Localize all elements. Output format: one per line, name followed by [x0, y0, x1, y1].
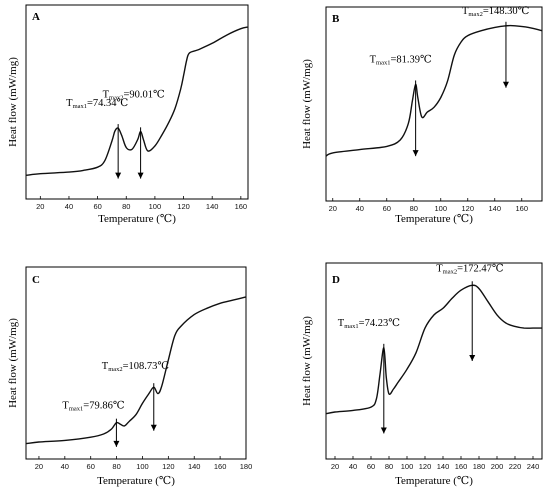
- x-tick-label: 20: [331, 462, 339, 471]
- x-tick-label: 240: [527, 462, 540, 471]
- x-tick-label: 140: [188, 462, 201, 471]
- plot-frame: [25, 266, 247, 460]
- arrow-head: [150, 424, 157, 431]
- panel-b-chart: B Heat flow (mW/mg) Temperature (℃) 20 40…: [301, 6, 543, 225]
- panel-d-chart: D Heat flow (mW/mg) Temperature (℃) 20 40…: [301, 262, 543, 487]
- y-axis-label: Heat flow (mW/mg): [7, 57, 19, 147]
- x-tick-label: 100: [136, 462, 149, 471]
- plot-frame: [325, 6, 543, 202]
- peak-label: Tmax2=172.47℃: [436, 263, 504, 275]
- y-axis-label: Heat flow (mW/mg): [301, 59, 313, 149]
- panel-c-chart: C Heat flow (mW/mg) Temperature (℃) 20 40…: [7, 266, 252, 487]
- plot-frame: [325, 262, 543, 460]
- heat-flow-curve: [325, 284, 542, 415]
- x-tick-label: 140: [488, 204, 501, 213]
- panel-label: A: [32, 11, 40, 23]
- x-tick-label: 20: [329, 204, 337, 213]
- peak-label: Tmax1=74.34℃: [66, 98, 128, 110]
- peak-label: Tmax1=74.23℃: [338, 318, 400, 330]
- arrow-head: [380, 427, 387, 434]
- x-tick-label: 120: [162, 462, 175, 471]
- x-tick-label: 160: [235, 202, 248, 211]
- x-tick-label: 40: [65, 202, 73, 211]
- panel-label: B: [332, 13, 340, 25]
- annotations: Tmax1=79.86℃ Tmax2=108.73℃: [62, 361, 169, 447]
- x-tick-label: 100: [149, 202, 162, 211]
- panel-label: C: [32, 274, 40, 286]
- peak-label: Tmax2=148.30℃: [462, 6, 530, 18]
- x-tick-label: 40: [356, 204, 364, 213]
- x-tick-label: 100: [434, 204, 447, 213]
- x-axis-label: Temperature (℃): [395, 475, 473, 487]
- y-axis-label: Heat flow (mW/mg): [301, 316, 313, 406]
- x-tick-label: 220: [509, 462, 522, 471]
- x-tick-label: 100: [401, 462, 414, 471]
- x-tick-label: 160: [515, 204, 528, 213]
- x-axis-label: Temperature (℃): [98, 213, 176, 225]
- x-tick-label: 60: [367, 462, 375, 471]
- x-axis-label: Temperature (℃): [395, 213, 473, 225]
- annotations: Tmax1=81.39℃ Tmax2=148.30℃: [370, 6, 530, 157]
- x-ticks: 20 40 60 80 100 120 140 160 180: [35, 456, 252, 471]
- x-ticks: 20 40 60 80 100 120 140 160: [36, 196, 247, 211]
- x-tick-label: 120: [461, 204, 474, 213]
- x-tick-label: 40: [349, 462, 357, 471]
- x-tick-label: 80: [112, 462, 120, 471]
- y-axis-label: Heat flow (mW/mg): [7, 318, 19, 408]
- heat-flow-curve: [25, 26, 249, 176]
- plot-frame: [25, 4, 249, 200]
- x-tick-label: 60: [87, 462, 95, 471]
- panel-label: D: [332, 274, 340, 286]
- x-tick-label: 160: [214, 462, 227, 471]
- x-tick-label: 180: [473, 462, 486, 471]
- x-tick-label: 20: [36, 202, 44, 211]
- panel-a-chart: A Heat flow (mW/mg) Temperature (℃) 20 40…: [7, 4, 249, 225]
- x-tick-label: 140: [437, 462, 450, 471]
- arrow-head: [502, 81, 509, 88]
- arrow-head: [115, 172, 122, 179]
- peak-label: Tmax2=108.73℃: [102, 361, 170, 373]
- x-ticks: 20 40 60 80 100 120 140 160 180 200 220 240: [331, 456, 539, 471]
- arrow-head: [412, 150, 419, 157]
- x-tick-label: 60: [383, 204, 391, 213]
- x-tick-label: 80: [410, 204, 418, 213]
- x-tick-label: 160: [455, 462, 468, 471]
- x-tick-label: 80: [385, 462, 393, 471]
- x-ticks: 20 40 60 80 100 120 140 160: [329, 198, 528, 213]
- peak-label: Tmax1=79.86℃: [62, 401, 124, 413]
- x-tick-label: 180: [240, 462, 253, 471]
- x-tick-label: 120: [177, 202, 190, 211]
- x-tick-label: 120: [419, 462, 432, 471]
- x-tick-label: 20: [35, 462, 43, 471]
- arrow-head: [113, 440, 120, 447]
- x-tick-label: 140: [206, 202, 219, 211]
- x-tick-label: 60: [93, 202, 101, 211]
- heat-flow-curve: [25, 296, 247, 445]
- arrow-head: [137, 172, 144, 179]
- peak-label: Tmax1=81.39℃: [370, 54, 432, 66]
- arrow-head: [469, 355, 476, 361]
- x-tick-label: 200: [491, 462, 504, 471]
- peak-label: Tmax2=90.01℃: [103, 89, 165, 101]
- annotations: Tmax1=74.23℃ Tmax2=172.47℃: [338, 263, 504, 434]
- x-tick-label: 40: [61, 462, 69, 471]
- heat-flow-curve: [325, 24, 543, 157]
- x-tick-label: 80: [122, 202, 130, 211]
- x-axis-label: Temperature (℃): [97, 475, 175, 487]
